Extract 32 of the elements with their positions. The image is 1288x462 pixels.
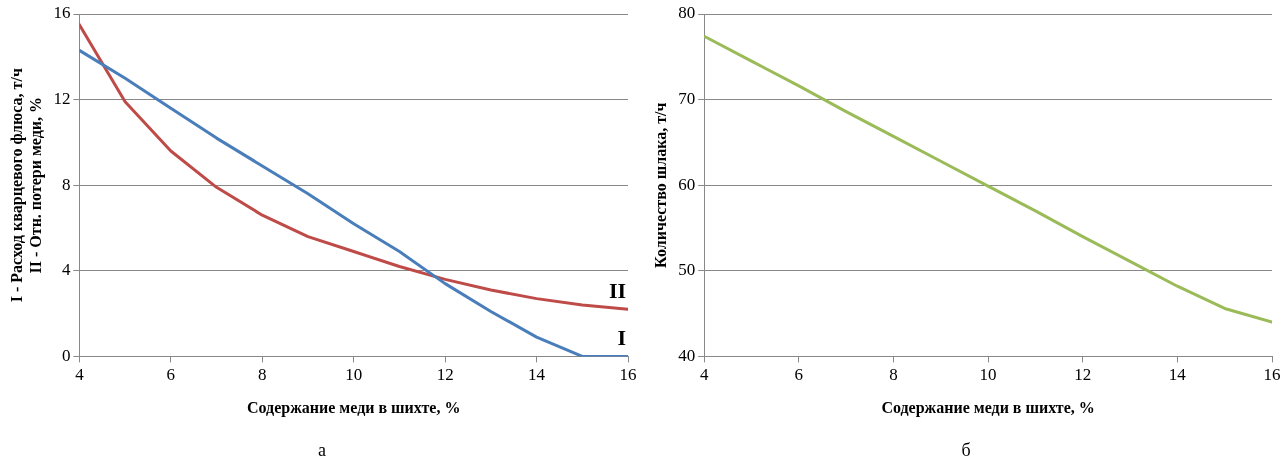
y-tick-label: 60 (678, 174, 696, 194)
y-tick-label: 12 (53, 89, 71, 109)
series-label: I (617, 325, 626, 351)
y-axis-title: Количество шлака, т/ч (651, 102, 669, 268)
x-tick-label: 4 (699, 365, 709, 385)
x-tick-label: 12 (1074, 365, 1092, 385)
x-tick-label: 8 (889, 365, 898, 385)
y-tick-label: 70 (678, 89, 696, 109)
y-tick-label: 40 (678, 345, 696, 365)
x-axis-title: Содержание меди в шихте, % (247, 398, 461, 417)
x-tick-label: 16 (1263, 365, 1281, 385)
x-tick-label: 12 (436, 365, 454, 385)
x-tick-label: 8 (258, 365, 267, 385)
y-tick-label: 16 (53, 3, 71, 23)
y-tick-label: 50 (678, 260, 696, 280)
y-tick-label: 0 (61, 345, 71, 365)
y-tick-label: 80 (678, 3, 696, 23)
x-tick-label: 16 (619, 365, 637, 385)
x-tick-label: 10 (345, 365, 363, 385)
series-label: II (608, 278, 626, 304)
x-tick-label: 6 (794, 365, 804, 385)
x-axis-title: Содержание меди в шихте, % (881, 398, 1095, 417)
text: б (961, 439, 971, 460)
y-axis-title: I - Расход кварцевого флюса, т/ч II - Отн. потери меди, % (7, 68, 45, 303)
y-tick-label: 8 (61, 174, 71, 194)
x-tick-label: 10 (979, 365, 997, 385)
x-tick-label: 14 (528, 365, 546, 385)
text: а (318, 439, 326, 460)
x-tick-label: 6 (166, 365, 176, 385)
y-tick-label: 4 (61, 260, 71, 280)
x-tick-label: 4 (75, 365, 85, 385)
x-tick-label: 14 (1168, 365, 1187, 385)
